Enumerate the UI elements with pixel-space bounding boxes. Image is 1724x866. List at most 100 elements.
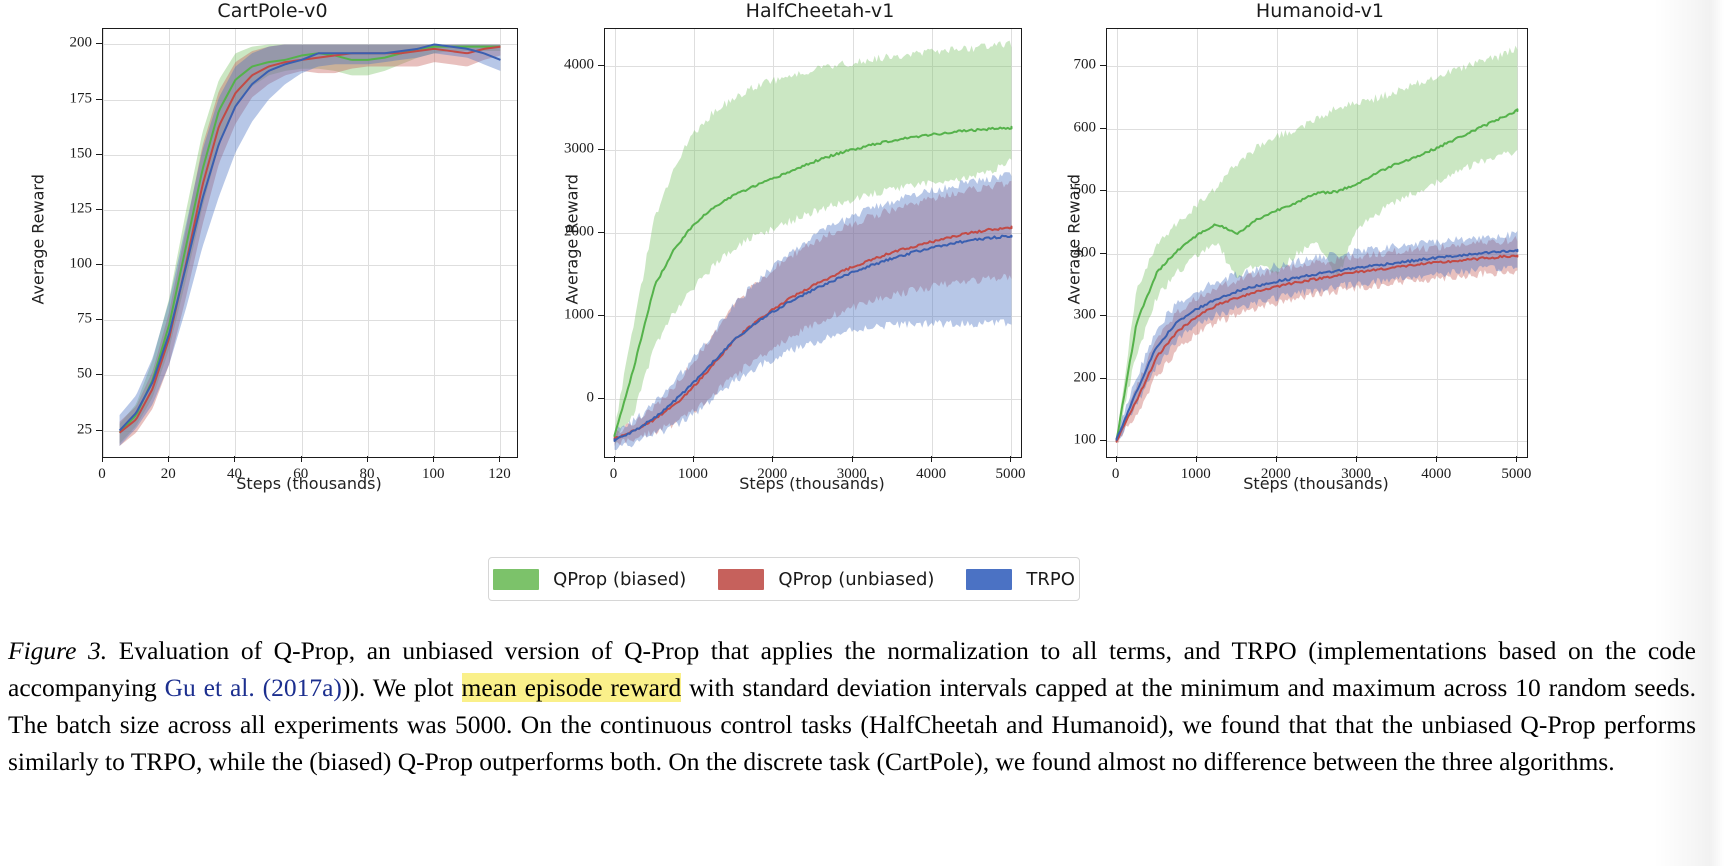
plot-curves bbox=[613, 40, 1013, 451]
legend-swatch-trpo bbox=[966, 568, 1013, 590]
x-tick-mark bbox=[366, 456, 368, 462]
plot-area-cartpole bbox=[102, 28, 518, 458]
figure-caption: Figure 3. Evaluation of Q-Prop, an unbia… bbox=[8, 632, 1696, 780]
y-axis-label-halfcheetah: Average Reward bbox=[562, 174, 582, 305]
gridline-horizontal bbox=[1107, 378, 1527, 380]
x-tick-label: 2000 bbox=[757, 466, 788, 482]
x-tick-mark bbox=[300, 456, 302, 462]
gridline-horizontal bbox=[103, 375, 517, 377]
y-tick-mark bbox=[96, 319, 102, 321]
x-axis-label-halfcheetah: Steps (thousands) bbox=[739, 474, 885, 493]
plot-area-humanoid bbox=[1106, 28, 1528, 458]
legend-entry-trpo[interactable]: TRPO bbox=[966, 568, 1075, 590]
line-qprop-unbiased bbox=[1115, 254, 1519, 443]
gridline-horizontal bbox=[103, 265, 517, 267]
caption-figure-label: Figure 3. bbox=[8, 636, 108, 665]
legend-entry-qprop-biased[interactable]: QProp (biased) bbox=[493, 568, 686, 590]
gridline-horizontal bbox=[1107, 66, 1527, 68]
confidence-band-qprop-biased bbox=[119, 44, 501, 444]
caption-highlighted-text: mean episode reward bbox=[461, 673, 682, 702]
x-tick-mark bbox=[499, 456, 501, 462]
legend-swatch-qprop-biased bbox=[493, 568, 540, 590]
x-tick-mark bbox=[772, 456, 774, 462]
confidence-band-qprop-biased bbox=[1116, 45, 1518, 446]
gridline-horizontal bbox=[1107, 191, 1527, 193]
gridline-vertical bbox=[614, 29, 616, 457]
panel-title-cartpole: CartPole-v0 bbox=[217, 0, 328, 22]
y-tick-mark bbox=[1100, 377, 1106, 379]
y-tick-label: 125 bbox=[69, 200, 93, 217]
y-tick-mark bbox=[598, 65, 604, 67]
line-qprop-biased bbox=[118, 45, 501, 434]
gridline-horizontal bbox=[1107, 441, 1527, 443]
gridline-vertical bbox=[301, 29, 303, 457]
caption-part-2: )). We plot bbox=[341, 673, 462, 702]
y-tick-label: 200 bbox=[69, 34, 93, 51]
gridline-horizontal bbox=[103, 44, 517, 46]
y-tick-label: 100 bbox=[69, 255, 93, 272]
x-tick-label: 100 bbox=[421, 466, 445, 482]
x-tick-label: 5000 bbox=[995, 466, 1026, 482]
panel-title-halfcheetah: HalfCheetah-v1 bbox=[745, 0, 895, 22]
y-tick-label: 300 bbox=[1073, 306, 1097, 323]
confidence-band-qprop-unbiased bbox=[1116, 235, 1518, 447]
y-tick-label: 75 bbox=[77, 310, 92, 327]
legend-label-trpo: TRPO bbox=[1026, 568, 1075, 590]
y-tick-mark bbox=[96, 153, 102, 155]
x-tick-label: 3000 bbox=[836, 466, 867, 482]
line-qprop-unbiased bbox=[613, 225, 1013, 441]
legend-label-qprop-unbiased: QProp (unbiased) bbox=[778, 568, 935, 590]
y-tick-mark bbox=[598, 231, 604, 233]
y-tick-mark bbox=[598, 397, 604, 399]
caption-citation-link[interactable]: Gu et al. (2017a) bbox=[164, 673, 342, 702]
y-tick-mark bbox=[598, 148, 604, 150]
gridline-horizontal bbox=[1107, 316, 1527, 318]
x-tick-mark bbox=[1436, 456, 1438, 462]
x-tick-label: 20 bbox=[160, 466, 176, 482]
gridline-horizontal bbox=[605, 398, 1021, 400]
x-tick-label: 80 bbox=[359, 466, 375, 482]
gridline-horizontal bbox=[103, 154, 517, 156]
gridline-vertical bbox=[235, 29, 237, 457]
y-tick-mark bbox=[96, 264, 102, 266]
y-tick-label: 50 bbox=[77, 365, 92, 382]
plot-area-halfcheetah bbox=[604, 28, 1022, 458]
gridline-horizontal bbox=[1107, 128, 1527, 130]
gridline-horizontal bbox=[605, 232, 1021, 234]
y-tick-mark bbox=[1100, 190, 1106, 192]
x-tick-label: 0 bbox=[98, 466, 106, 482]
y-tick-label: 100 bbox=[1073, 431, 1097, 448]
x-tick-label: 0 bbox=[609, 466, 618, 482]
y-tick-label: 700 bbox=[1073, 56, 1097, 73]
chart-legend: QProp (biased) QProp (unbiased) TRPO bbox=[488, 557, 1080, 601]
gridline-horizontal bbox=[605, 315, 1021, 317]
gridline-vertical bbox=[103, 29, 104, 457]
legend-entry-qprop-unbiased[interactable]: QProp (unbiased) bbox=[718, 568, 935, 590]
gridline-vertical bbox=[1196, 29, 1198, 457]
x-axis-label-humanoid: Steps (thousands) bbox=[1243, 474, 1389, 493]
gridline-horizontal bbox=[103, 430, 517, 432]
x-tick-mark bbox=[1115, 456, 1117, 462]
x-tick-label: 3000 bbox=[1341, 466, 1372, 482]
y-tick-label: 0 bbox=[586, 389, 595, 406]
x-tick-mark bbox=[1195, 456, 1197, 462]
x-tick-label: 1000 bbox=[1180, 466, 1211, 482]
x-tick-label: 5000 bbox=[1501, 466, 1532, 482]
confidence-band-qprop-unbiased bbox=[614, 178, 1012, 450]
confidence-band-trpo bbox=[119, 44, 501, 446]
gridline-horizontal bbox=[103, 99, 517, 101]
x-tick-mark bbox=[433, 456, 435, 462]
gridline-vertical bbox=[1517, 29, 1519, 457]
line-trpo bbox=[1115, 248, 1519, 441]
gridline-vertical bbox=[1437, 29, 1439, 457]
y-tick-mark bbox=[96, 429, 102, 431]
gridline-horizontal bbox=[103, 320, 517, 322]
x-axis-label-cartpole: Steps (thousands) bbox=[236, 474, 382, 493]
y-tick-mark bbox=[96, 374, 102, 376]
y-tick-mark bbox=[598, 314, 604, 316]
y-tick-label: 200 bbox=[1073, 369, 1097, 386]
x-tick-label: 1000 bbox=[677, 466, 708, 482]
y-tick-label: 4000 bbox=[564, 56, 594, 73]
y-tick-mark bbox=[96, 98, 102, 100]
line-qprop-biased bbox=[1115, 108, 1519, 442]
